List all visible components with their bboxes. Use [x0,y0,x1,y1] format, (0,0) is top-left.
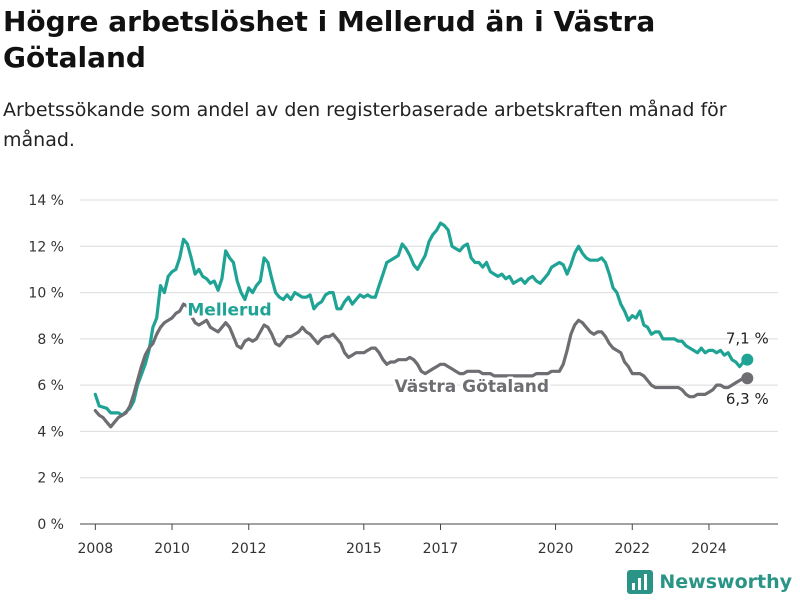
mellerud-end-label: 7,1 % [726,330,769,348]
mellerud-line [93,221,749,417]
x-tick-label: 2012 [231,541,267,557]
newsworthy-logo-text: Newsworthy [659,571,792,593]
y-tick-label: 12 % [28,239,64,255]
x-tick-label: 2015 [346,541,382,557]
vastra-gotaland-series-label: Västra Götaland [394,377,549,397]
x-tick-label: 2017 [423,541,459,557]
x-tick-label: 2008 [78,541,114,557]
mellerud-series-label: Mellerud [187,301,271,321]
y-tick-label: 10 % [28,286,64,302]
label-layer: 0 % 2 % 4 % 6 % 8 % 10 % 12 % 14 % 2008 2010 2012 2… [28,193,768,557]
vastra-gotaland-end-label: 6,3 % [726,390,769,408]
series-layer [93,221,754,429]
vastra-gotaland-end-dot [741,372,754,385]
y-tick-label: 2 % [37,471,64,487]
vastra-gotaland-line [93,302,749,429]
x-tick-label: 2022 [614,541,650,557]
y-tick-label: 6 % [37,378,64,394]
x-tick-label: 2020 [538,541,574,557]
newsworthy-logo[interactable]: Newsworthy [627,570,792,594]
x-tick-label: 2024 [691,541,727,557]
line-chart: 0 % 2 % 4 % 6 % 8 % 10 % 12 % 14 % 2008 2010 2012 2… [28,193,778,557]
y-tick-label: 4 % [37,424,64,440]
x-tick-label: 2010 [154,541,190,557]
y-tick-label: 0 % [37,517,64,533]
chart-title: Högre arbetslöshet i Mellerud än i Västr… [3,5,656,74]
y-tick-label: 14 % [28,193,64,209]
grid-layer [80,199,778,530]
mellerud-end-dot [741,353,754,366]
y-tick-label: 8 % [37,332,64,348]
chart-subtitle: Arbetssökande som andel av den registerb… [3,99,727,151]
newsworthy-logo-icon [627,570,654,594]
